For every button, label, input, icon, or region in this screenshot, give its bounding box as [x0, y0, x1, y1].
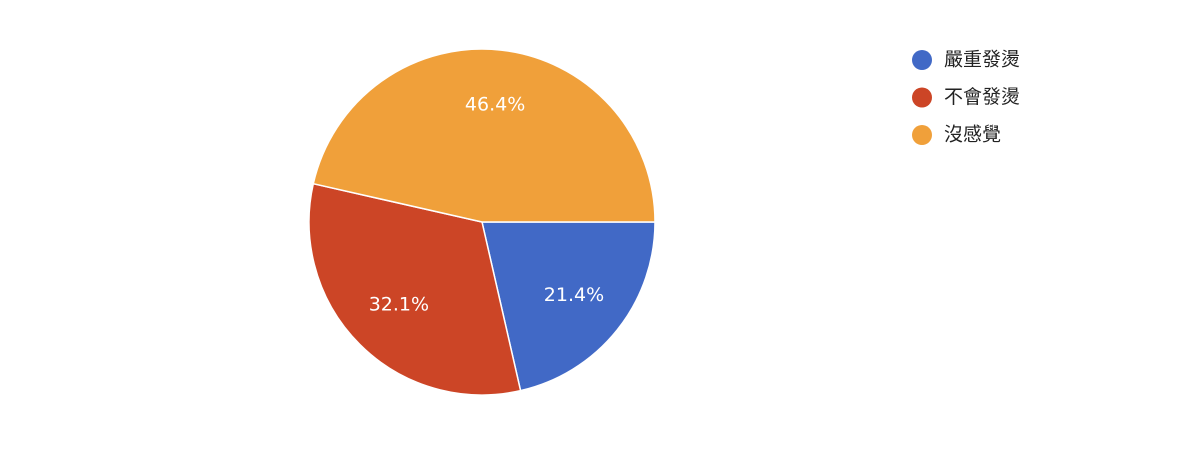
- legend-label: 不會發燙: [944, 85, 1020, 108]
- legend-label: 沒感覺: [944, 124, 1001, 146]
- value-label: 46.4%: [465, 94, 525, 116]
- value-label: 32.1%: [369, 294, 429, 316]
- pie-slice: [308, 182, 522, 396]
- legend-marker: [912, 87, 932, 108]
- pie-slice: [481, 221, 656, 392]
- pie-slice: [312, 48, 656, 223]
- value-label: 21.4%: [544, 284, 604, 306]
- legend-label: 嚴重發燙: [944, 48, 1020, 71]
- legend-marker: [912, 50, 932, 70]
- legend-marker: [912, 125, 932, 145]
